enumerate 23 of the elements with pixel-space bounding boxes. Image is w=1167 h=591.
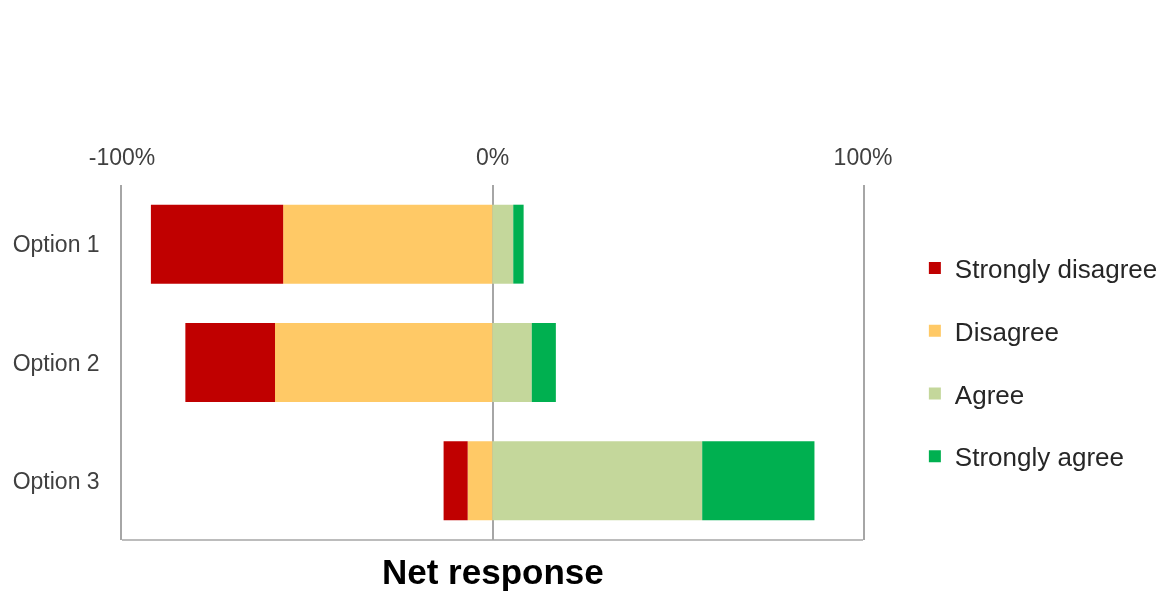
- x-tick-label: 100%: [833, 144, 893, 171]
- bar: [185, 323, 276, 402]
- bar: [492, 204, 514, 284]
- bar: [283, 204, 493, 284]
- bar: [702, 441, 815, 521]
- bar: [492, 323, 532, 402]
- y-tick-label: Option 3: [12, 467, 100, 494]
- legend-label: Agree: [954, 379, 1025, 410]
- legend-label: Strongly disagree: [954, 254, 1158, 285]
- bar: [150, 204, 284, 284]
- y-tick-label: Option 2: [12, 349, 100, 376]
- x-axis-title: Net response: [382, 552, 604, 591]
- x-tick-label: -100%: [88, 144, 156, 171]
- bar: [443, 441, 468, 521]
- bar: [492, 441, 703, 521]
- bar: [467, 441, 493, 521]
- legend-label: Strongly agree: [954, 442, 1124, 473]
- x-tick-label: 0%: [475, 144, 510, 171]
- legend-label: Disagree: [954, 316, 1059, 347]
- bar: [275, 323, 493, 402]
- y-tick-label: Option 1: [12, 231, 100, 258]
- bar: [531, 323, 556, 402]
- bar: [513, 204, 524, 284]
